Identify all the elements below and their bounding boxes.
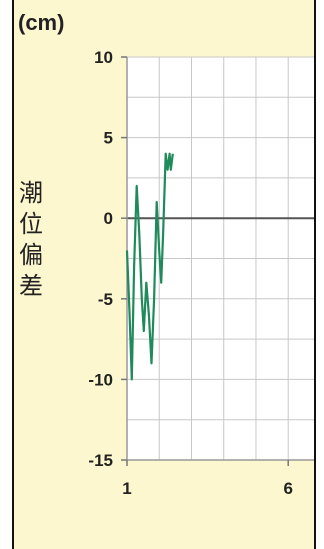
y-axis-label-char: 差 (19, 272, 43, 300)
y-tick-label: -15 (88, 451, 113, 470)
y-tick-label: 0 (104, 209, 113, 228)
y-axis-label: 潮 位 偏 差 (16, 178, 46, 302)
y-tick-label: 5 (104, 129, 113, 148)
y-tick-label: 10 (94, 48, 113, 67)
y-axis-label-char: 潮 (19, 179, 43, 207)
x-tick-label: 1 (122, 479, 131, 498)
y-tick-label: -5 (98, 290, 113, 309)
x-tick-label: 6 (283, 479, 292, 498)
y-tick-label: -10 (88, 370, 113, 389)
series-line (125, 152, 174, 381)
panel-right-border (314, 0, 316, 549)
y-axis-label-char: 位 (19, 210, 43, 238)
left-margin (0, 0, 12, 549)
panel-left-border (12, 0, 14, 549)
unit-label: (cm) (18, 10, 65, 35)
right-margin (316, 0, 324, 549)
y-axis-label-char: 偏 (19, 241, 43, 269)
